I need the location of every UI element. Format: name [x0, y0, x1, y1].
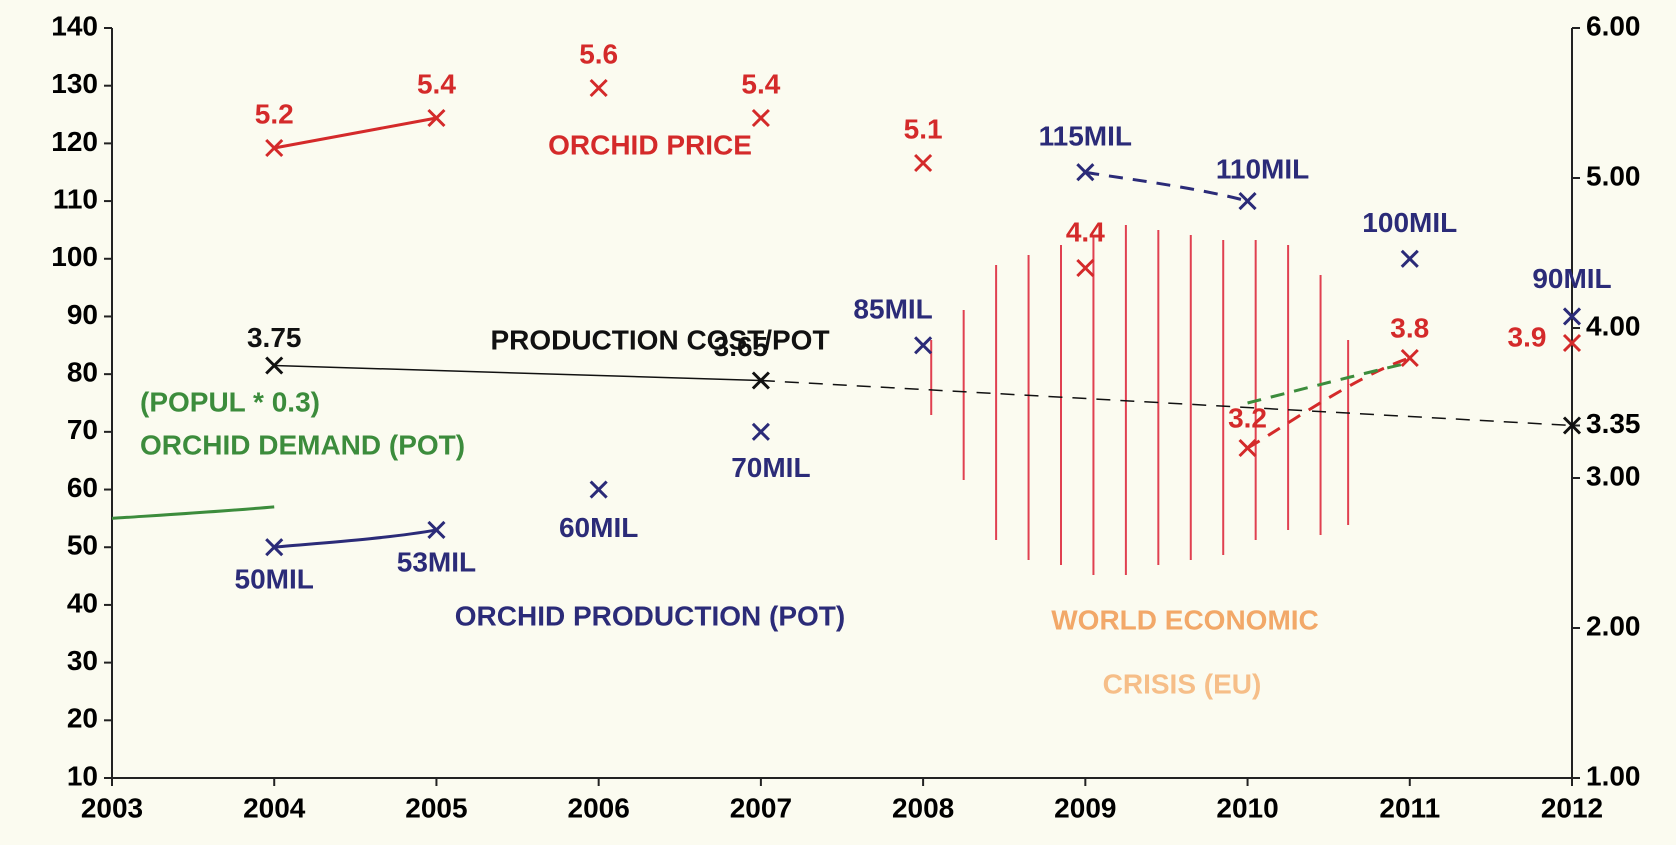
y-tick-label: 80	[67, 357, 98, 388]
data-label: 5.4	[741, 68, 780, 99]
y2-tick-label: 2.00	[1586, 610, 1641, 641]
data-label: 5.6	[579, 38, 618, 69]
data-label: 5.4	[417, 68, 456, 99]
marker	[1076, 258, 1095, 278]
annotation: WORLD ECONOMIC	[1051, 604, 1319, 635]
data-label: 90MIL	[1532, 263, 1611, 294]
x-tick-label: 2010	[1216, 792, 1278, 823]
data-label: 5.1	[904, 113, 943, 144]
x-tick-label: 2005	[405, 792, 467, 823]
y-tick-label: 70	[67, 414, 98, 445]
annotation: (POPUL * 0.3)	[140, 386, 320, 417]
data-label: 3.75	[247, 322, 302, 353]
marker	[751, 422, 770, 441]
y-tick-label: 130	[51, 68, 98, 99]
marker	[1562, 307, 1582, 326]
data-label: 4.4	[1066, 216, 1105, 247]
x-tick-label: 2011	[1379, 792, 1440, 823]
series-name: ORCHID DEMAND (POT)	[140, 429, 465, 460]
series-line	[1247, 361, 1411, 405]
series-line	[274, 364, 761, 382]
series-line	[111, 505, 275, 520]
x-tick-label: 2008	[892, 792, 954, 823]
marker	[1400, 249, 1419, 268]
y2-tick-label: 3.35	[1586, 408, 1641, 439]
y-tick-label: 90	[67, 299, 98, 330]
marker	[1562, 333, 1582, 353]
marker	[589, 480, 608, 499]
y2-tick-label: 1.00	[1586, 760, 1641, 791]
x-tick-label: 2006	[568, 792, 630, 823]
series-line	[1246, 356, 1411, 450]
marker	[427, 520, 446, 539]
marker	[1238, 192, 1257, 211]
marker	[427, 108, 446, 128]
marker	[265, 138, 284, 158]
series-line	[1085, 170, 1248, 203]
data-label: 3.8	[1390, 312, 1429, 343]
data-label: 3.65	[714, 331, 769, 362]
data-label: 53MIL	[397, 546, 476, 577]
data-label: 115MIL	[1039, 121, 1132, 152]
data-label: 60MIL	[559, 512, 638, 543]
y2-tick-label: 6.00	[1586, 10, 1641, 41]
marker	[1562, 416, 1582, 435]
data-label: 50MIL	[235, 564, 314, 595]
data-label: 85MIL	[853, 294, 932, 325]
x-tick-label: 2009	[1054, 792, 1116, 823]
marker	[265, 356, 284, 375]
y-tick-label: 50	[67, 530, 98, 561]
x-tick-label: 2007	[730, 792, 792, 823]
y-tick-label: 30	[67, 645, 98, 676]
y-tick-label: 20	[67, 703, 98, 734]
data-label: 70MIL	[731, 452, 810, 483]
marker	[265, 538, 284, 557]
y2-tick-label: 5.00	[1586, 160, 1641, 191]
series-line	[274, 528, 437, 549]
y-tick-label: 40	[67, 587, 98, 618]
y2-tick-label: 4.00	[1586, 310, 1641, 341]
y-tick-label: 140	[51, 10, 98, 41]
marker	[1076, 163, 1095, 182]
data-label: 3.9	[1508, 321, 1547, 352]
series-line	[273, 116, 437, 150]
annotation: CRISIS (EU)	[1103, 668, 1262, 699]
y-tick-label: 110	[53, 183, 98, 214]
marker	[589, 78, 608, 98]
marker	[751, 371, 770, 390]
marker	[914, 336, 933, 355]
x-tick-label: 2003	[81, 792, 143, 823]
series-line	[760, 379, 1573, 427]
y-tick-label: 100	[51, 241, 98, 272]
data-label: 100MIL	[1362, 207, 1457, 238]
marker	[914, 153, 933, 173]
x-tick-label: 2004	[243, 792, 306, 823]
y-tick-label: 120	[51, 126, 98, 157]
y-tick-label: 10	[67, 760, 98, 791]
y2-tick-label: 3.00	[1586, 460, 1641, 491]
series-name: ORCHID PRICE	[548, 129, 752, 160]
marker	[751, 108, 770, 128]
series-name: PRODUCTION COST/POT	[490, 324, 829, 355]
x-tick-label: 2012	[1541, 792, 1603, 823]
data-label: 110MIL	[1216, 153, 1309, 184]
marker	[1400, 348, 1419, 368]
data-label: 5.2	[255, 98, 294, 129]
series-name: ORCHID PRODUCTION (POT)	[455, 600, 845, 631]
marker	[1238, 438, 1257, 458]
y-tick-label: 60	[67, 472, 98, 503]
